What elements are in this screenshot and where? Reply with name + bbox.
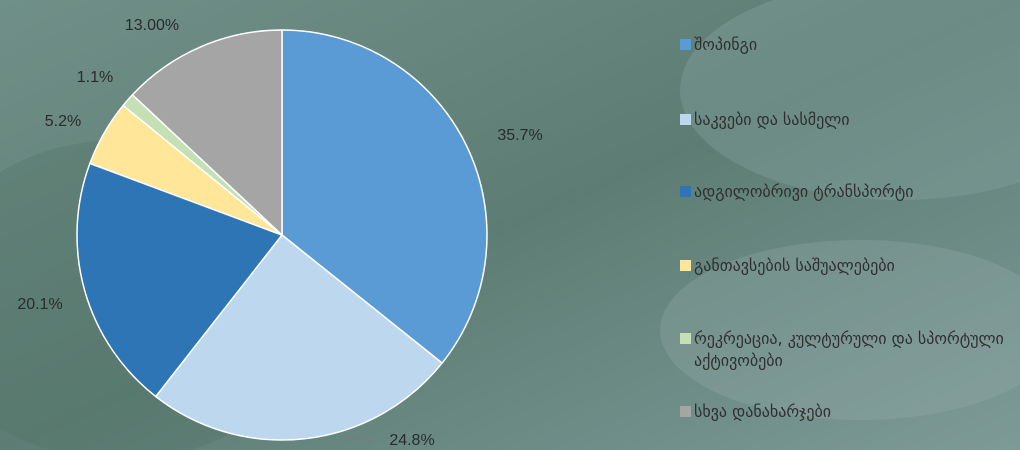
- pie-slice: [154, 233, 444, 441]
- legend-label: განთავსების საშუალებები: [694, 256, 895, 275]
- legend-label: სხვა დანახარჯები: [694, 402, 831, 421]
- legend-item: სხვა დანახარჯები: [680, 401, 1020, 423]
- legend-item: საკვები და სასმელი: [680, 109, 1020, 131]
- legend-swatch: [680, 39, 691, 50]
- legend-item: შოპინგი: [680, 34, 1020, 56]
- legend-label: საკვები და სასმელი: [694, 110, 850, 129]
- legend-swatch: [680, 260, 691, 271]
- data-label: 1.1%: [77, 69, 113, 86]
- legend-label: შოპინგი: [694, 35, 758, 54]
- data-label: 13.00%: [125, 17, 179, 34]
- legend-swatch: [680, 114, 691, 125]
- legend-label: ადგილობრივი ტრანსპორტი: [694, 182, 914, 201]
- data-label: 5.2%: [45, 113, 81, 130]
- pie-slice: [131, 29, 283, 237]
- legend-label: რეკრეაცია, კულტურული და სპორტული აქტივობ…: [694, 329, 1004, 370]
- legend: შოპინგი საკვები და სასმელი ადგილობრივი ტრა…: [680, 0, 1020, 450]
- legend-swatch: [680, 186, 691, 197]
- label-leader-line: [339, 435, 373, 442]
- legend-swatch: [680, 333, 691, 344]
- data-label: 35.7%: [497, 127, 542, 144]
- legend-swatch: [680, 406, 691, 417]
- legend-item: ადგილობრივი ტრანსპორტი: [680, 181, 1020, 203]
- legend-item: რეკრეაცია, კულტურული და სპორტული აქტივობ…: [680, 328, 1020, 372]
- pie-slice: [76, 162, 284, 398]
- pie-slice: [281, 29, 488, 365]
- data-label: 24.8%: [389, 432, 434, 449]
- legend-item: განთავსების საშუალებები: [680, 255, 1020, 277]
- data-label: 20.1%: [17, 296, 62, 313]
